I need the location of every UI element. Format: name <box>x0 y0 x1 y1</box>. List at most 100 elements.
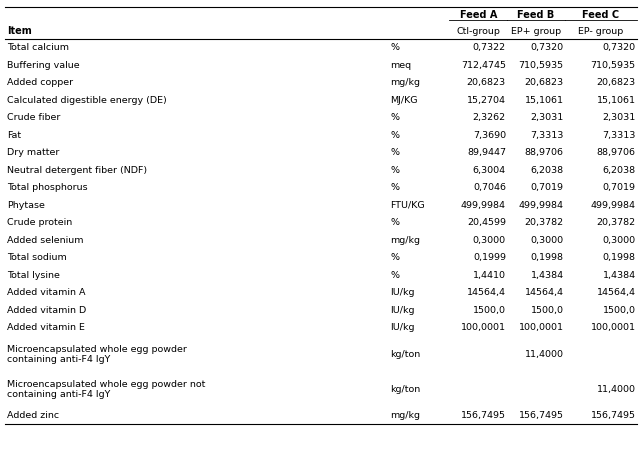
Text: Neutral detergent fiber (NDF): Neutral detergent fiber (NDF) <box>7 166 147 175</box>
Text: Added vitamin E: Added vitamin E <box>7 323 85 332</box>
Text: 499,9984: 499,9984 <box>519 201 564 210</box>
Text: IU/kg: IU/kg <box>390 306 415 315</box>
Text: 156,7495: 156,7495 <box>591 411 636 420</box>
Text: 2,3262: 2,3262 <box>473 114 506 123</box>
Text: Added zinc: Added zinc <box>7 411 59 420</box>
Text: 712,4745: 712,4745 <box>461 61 506 70</box>
Text: 0,3000: 0,3000 <box>530 236 564 245</box>
Text: 499,9984: 499,9984 <box>461 201 506 210</box>
Text: %: % <box>390 114 399 123</box>
Text: mg/kg: mg/kg <box>390 411 421 420</box>
Text: 100,0001: 100,0001 <box>591 323 636 332</box>
Text: 1500,0: 1500,0 <box>531 306 564 315</box>
Text: Total calcium: Total calcium <box>7 43 69 52</box>
Text: 14564,4: 14564,4 <box>467 289 506 298</box>
Text: %: % <box>390 271 399 280</box>
Text: 0,1998: 0,1998 <box>603 253 636 262</box>
Text: 11,4000: 11,4000 <box>525 350 564 359</box>
Text: 710,5935: 710,5935 <box>591 61 636 70</box>
Text: 6,2038: 6,2038 <box>602 166 636 175</box>
Text: Buffering value: Buffering value <box>7 61 80 70</box>
Text: 0,1999: 0,1999 <box>473 253 506 262</box>
Text: Feed C: Feed C <box>582 10 620 20</box>
Text: 2,3031: 2,3031 <box>530 114 564 123</box>
Text: 6,2038: 6,2038 <box>530 166 564 175</box>
Text: 15,1061: 15,1061 <box>525 96 564 105</box>
Text: Total lysine: Total lysine <box>7 271 60 280</box>
Text: EP+ group: EP+ group <box>511 27 561 36</box>
Text: %: % <box>390 218 399 227</box>
Text: Feed B: Feed B <box>517 10 555 20</box>
Text: 0,7322: 0,7322 <box>473 43 506 52</box>
Text: IU/kg: IU/kg <box>390 289 415 298</box>
Text: meq: meq <box>390 61 412 70</box>
Text: kg/ton: kg/ton <box>390 385 421 394</box>
Text: Fat: Fat <box>7 131 21 140</box>
Text: 1,4384: 1,4384 <box>530 271 564 280</box>
Text: 89,9447: 89,9447 <box>467 148 506 157</box>
Text: 88,9706: 88,9706 <box>596 148 636 157</box>
Text: 20,6823: 20,6823 <box>525 78 564 87</box>
Text: Crude fiber: Crude fiber <box>7 114 60 123</box>
Text: 0,7320: 0,7320 <box>602 43 636 52</box>
Text: 20,6823: 20,6823 <box>596 78 636 87</box>
Text: 156,7495: 156,7495 <box>461 411 506 420</box>
Text: Added vitamin D: Added vitamin D <box>7 306 86 315</box>
Text: 7,3690: 7,3690 <box>473 131 506 140</box>
Text: 7,3313: 7,3313 <box>602 131 636 140</box>
Text: %: % <box>390 148 399 157</box>
Text: 1,4410: 1,4410 <box>473 271 506 280</box>
Text: Calculated digestible energy (DE): Calculated digestible energy (DE) <box>7 96 167 105</box>
Text: 499,9984: 499,9984 <box>591 201 636 210</box>
Text: Total phosphorus: Total phosphorus <box>7 184 88 193</box>
Text: 0,1998: 0,1998 <box>531 253 564 262</box>
Text: 20,3782: 20,3782 <box>596 218 636 227</box>
Text: 14564,4: 14564,4 <box>596 289 636 298</box>
Text: 20,4599: 20,4599 <box>467 218 506 227</box>
Text: 6,3004: 6,3004 <box>473 166 506 175</box>
Text: 100,0001: 100,0001 <box>519 323 564 332</box>
Text: Total sodium: Total sodium <box>7 253 67 262</box>
Text: %: % <box>390 166 399 175</box>
Text: 0,3000: 0,3000 <box>602 236 636 245</box>
Text: Item: Item <box>7 26 32 36</box>
Text: 20,6823: 20,6823 <box>467 78 506 87</box>
Text: IU/kg: IU/kg <box>390 323 415 332</box>
Text: 0,3000: 0,3000 <box>473 236 506 245</box>
Text: FTU/KG: FTU/KG <box>390 201 425 210</box>
Text: 100,0001: 100,0001 <box>461 323 506 332</box>
Text: 14564,4: 14564,4 <box>525 289 564 298</box>
Text: %: % <box>390 131 399 140</box>
Text: 1,4384: 1,4384 <box>602 271 636 280</box>
Text: Phytase: Phytase <box>7 201 45 210</box>
Text: mg/kg: mg/kg <box>390 78 421 87</box>
Text: %: % <box>390 43 399 52</box>
Text: 7,3313: 7,3313 <box>530 131 564 140</box>
Text: Microencapsulated whole egg powder not
containing anti-F4 IgY: Microencapsulated whole egg powder not c… <box>7 379 205 399</box>
Text: EP- group: EP- group <box>578 27 623 36</box>
Text: Dry matter: Dry matter <box>7 148 60 157</box>
Text: 710,5935: 710,5935 <box>519 61 564 70</box>
Text: 0,7046: 0,7046 <box>473 184 506 193</box>
Text: 0,7019: 0,7019 <box>531 184 564 193</box>
Text: 1500,0: 1500,0 <box>473 306 506 315</box>
Text: Microencapsulated whole egg powder
containing anti-F4 IgY: Microencapsulated whole egg powder conta… <box>7 345 187 364</box>
Text: %: % <box>390 253 399 262</box>
Text: 1500,0: 1500,0 <box>603 306 636 315</box>
Text: 0,7320: 0,7320 <box>530 43 564 52</box>
Text: MJ/KG: MJ/KG <box>390 96 418 105</box>
Text: Added selenium: Added selenium <box>7 236 83 245</box>
Text: 15,1061: 15,1061 <box>596 96 636 105</box>
Text: 88,9706: 88,9706 <box>525 148 564 157</box>
Text: Ctl-group: Ctl-group <box>456 27 500 36</box>
Text: mg/kg: mg/kg <box>390 236 421 245</box>
Text: 2,3031: 2,3031 <box>602 114 636 123</box>
Text: 156,7495: 156,7495 <box>519 411 564 420</box>
Text: Feed A: Feed A <box>460 10 497 20</box>
Text: Added vitamin A: Added vitamin A <box>7 289 85 298</box>
Text: %: % <box>390 184 399 193</box>
Text: kg/ton: kg/ton <box>390 350 421 359</box>
Text: 11,4000: 11,4000 <box>596 385 636 394</box>
Text: 20,3782: 20,3782 <box>525 218 564 227</box>
Text: Added copper: Added copper <box>7 78 73 87</box>
